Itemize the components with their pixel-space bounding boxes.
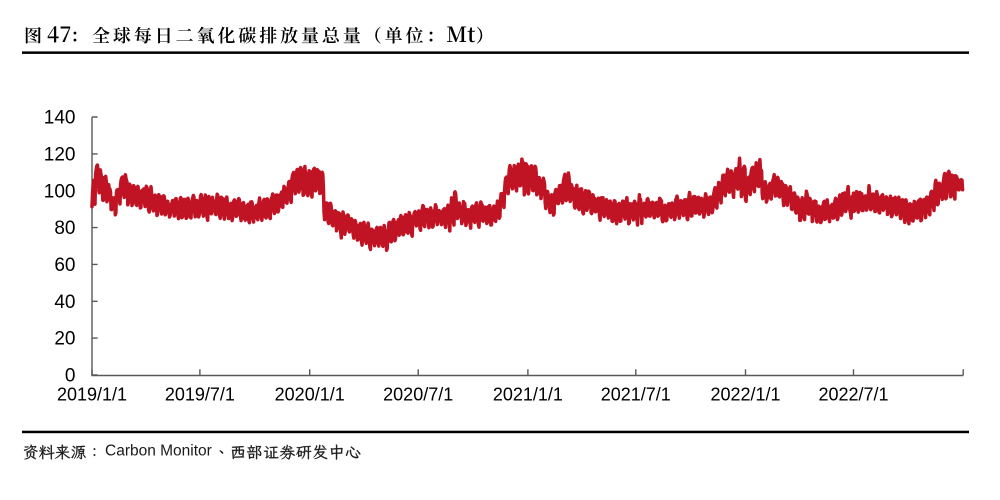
svg-text:100: 100	[44, 181, 76, 202]
svg-text:2022/1/1: 2022/1/1	[710, 384, 780, 404]
svg-text:Carbon Monitor: Carbon Monitor	[105, 443, 212, 460]
svg-text:2019/7/1: 2019/7/1	[165, 384, 235, 404]
svg-text:20: 20	[54, 329, 75, 350]
svg-text:2020/1/1: 2020/1/1	[275, 384, 345, 404]
svg-text:2020/7/1: 2020/7/1	[383, 384, 453, 404]
svg-text:2021/7/1: 2021/7/1	[601, 384, 671, 404]
svg-text:60: 60	[54, 255, 75, 276]
svg-text:80: 80	[54, 218, 75, 239]
svg-text:2021/1/1: 2021/1/1	[493, 384, 563, 404]
svg-text:120: 120	[44, 145, 76, 166]
svg-text:140: 140	[44, 108, 76, 129]
svg-text:2022/7/1: 2022/7/1	[818, 384, 888, 404]
svg-text:0: 0	[65, 366, 76, 387]
svg-text:2019/1/1: 2019/1/1	[57, 384, 127, 404]
svg-text:40: 40	[54, 292, 75, 313]
